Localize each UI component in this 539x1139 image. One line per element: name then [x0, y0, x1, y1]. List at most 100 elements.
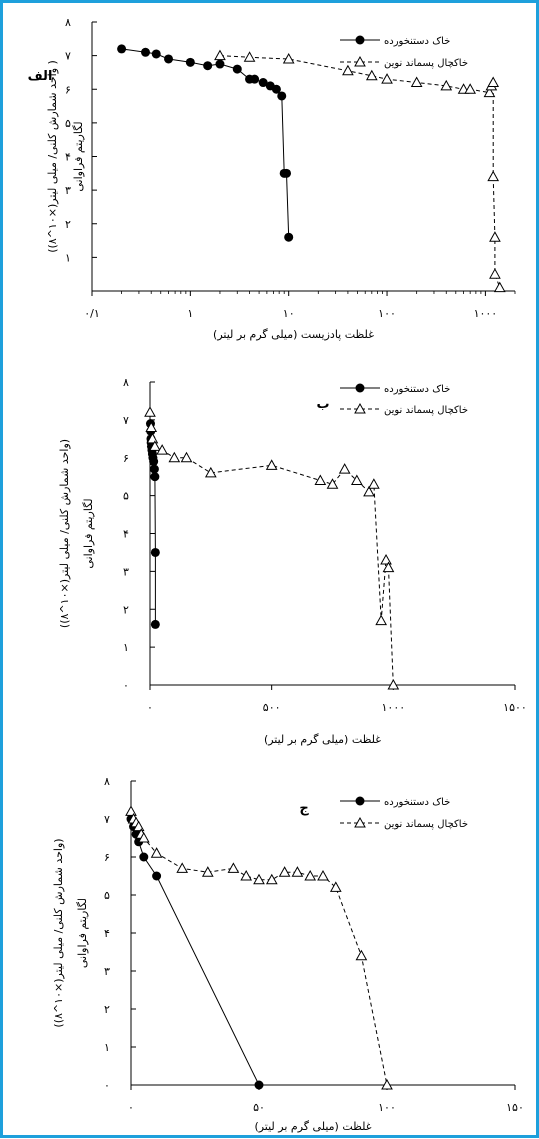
panel-2: ۰ ۱ ۲ ۳ ۴ ۵ ۶ ۷ ۸ ۰ ۵۰۰ ۱۰۰۰ ۱۵۰۰ غلظت (میلی گرم بر ل…	[58, 376, 527, 746]
data-point-circle	[271, 84, 281, 94]
panel-label: الف	[28, 69, 53, 84]
data-point-triangle	[440, 79, 453, 91]
data-point-triangle	[125, 805, 137, 816]
data-point-triangle	[137, 831, 150, 843]
data-point-triangle	[368, 478, 380, 489]
data-point-triangle	[382, 561, 395, 573]
x-tick-label: ۱۵۰۰	[503, 701, 527, 714]
data-point-circle	[150, 472, 160, 482]
data-point-triangle	[145, 421, 158, 432]
y-tick-label: ۲	[123, 603, 129, 616]
y-tick-label: ۷	[104, 813, 110, 826]
data-point-circle	[258, 78, 268, 88]
data-point-triangle	[355, 949, 368, 961]
data-point-circle	[150, 619, 160, 629]
data-point-triangle	[387, 678, 400, 690]
y-tick-label: ۸	[65, 16, 71, 29]
data-point-circle	[203, 61, 213, 71]
data-point-circle	[185, 57, 195, 67]
legend-marker-triangle	[354, 816, 366, 828]
data-point-triangle	[380, 553, 392, 565]
data-point-triangle	[149, 440, 161, 451]
panel-3: ۰ ۱ ۲ ۳ ۴ ۵ ۶ ۷ ۸ ۰ ۵۰ ۱۰۰ ۱۵۰ غلظت (میلی گرم بر لیتر…	[52, 775, 524, 1133]
series-line-2	[219, 55, 501, 288]
panel-1: ۱ ۲ ۳ ۴ ۵ ۶ ۷ ۸ ۰/۱ ۱ ۱۰ ۱۰۰ ۱۰۰۰ غلظت پادزیست (میلی …	[28, 16, 516, 341]
x-tick-label: ۰	[147, 701, 153, 714]
data-point-circle	[117, 44, 127, 54]
data-point-triangle	[338, 463, 351, 474]
legend-label-1: خاک دستنخورده	[384, 384, 450, 395]
legend-label-2: خاکچال پسماند نوین	[384, 58, 468, 69]
data-point-circle	[215, 59, 225, 69]
series-line-2	[130, 811, 388, 1086]
data-point-circle	[149, 464, 159, 474]
y-axis-label-units: (واحد شمارش کلنی/ میلی لیتر(×۱۰^۸))	[58, 439, 71, 628]
panel-label: ب	[316, 397, 329, 412]
data-point-triangle	[314, 474, 327, 485]
data-point-triangle	[342, 64, 354, 76]
y-tick-label: ۶	[104, 851, 110, 864]
x-tick-label: ۱۰۰	[378, 1101, 396, 1114]
x-tick-label: ۱۰۰	[378, 307, 396, 320]
data-point-triangle	[317, 869, 329, 881]
panel-label: ج	[299, 801, 309, 816]
y-tick-label: ۵	[65, 117, 71, 130]
data-point-triangle	[483, 86, 496, 98]
data-point-triangle	[464, 83, 477, 94]
data-point-circle	[152, 871, 162, 881]
data-point-triangle	[381, 73, 393, 84]
legend-marker-circle	[355, 35, 365, 45]
x-tick-label: ۰	[128, 1101, 134, 1114]
data-point-triangle	[201, 866, 214, 877]
data-point-triangle	[150, 847, 163, 858]
series-line-1	[130, 818, 260, 1086]
legend-marker-circle	[355, 796, 365, 806]
legend-label-2: خاکچال پسماند نوین	[384, 819, 468, 830]
y-tick-label: ۱	[104, 1041, 110, 1054]
y-tick-label: ۲	[104, 1003, 110, 1016]
data-point-triangle	[381, 1078, 393, 1090]
data-point-triangle	[487, 76, 500, 88]
y-axis-label-units: (واحد شمارش کلنی/ میلی لیتر(×۱۰^۸))	[52, 838, 65, 1027]
data-point-circle	[232, 64, 242, 74]
data-point-circle	[282, 168, 292, 178]
data-point-triangle	[326, 478, 339, 489]
legend-marker-circle	[355, 383, 365, 393]
data-point-circle	[139, 852, 149, 862]
y-axis-label-units: ( واحد شمارش کلنی/ میلی لیتر(×۱۰^۸))	[46, 60, 59, 253]
y-tick-label: ۰	[104, 1079, 110, 1092]
data-point-circle	[150, 547, 160, 557]
x-tick-label: ۱۰	[283, 307, 295, 320]
data-point-triangle	[329, 881, 342, 892]
x-axis-label: غلظت پادزیست (میلی گرم بر لیتر)	[213, 328, 374, 341]
x-tick-label: ۵۰۰	[263, 701, 281, 714]
data-point-triangle	[204, 466, 217, 478]
y-tick-label: ۸	[104, 775, 110, 788]
data-point-triangle	[243, 51, 256, 62]
y-tick-label: ۶	[65, 83, 71, 96]
data-point-triangle	[214, 49, 226, 61]
y-tick-label: ۷	[65, 50, 71, 63]
y-tick-label: ۴	[123, 528, 129, 541]
data-point-circle	[284, 232, 294, 242]
x-tick-label: ۱۰۰۰	[474, 307, 498, 320]
data-point-circle	[164, 54, 174, 64]
data-point-triangle	[410, 76, 423, 88]
data-point-triangle	[265, 873, 278, 885]
x-tick-label: ۱	[187, 307, 193, 320]
y-axis-label: لگاریتم فراوانی	[72, 121, 85, 191]
data-point-triangle	[168, 451, 181, 463]
legend-marker-triangle	[354, 55, 366, 67]
data-point-triangle	[282, 52, 295, 64]
data-point-triangle	[487, 170, 500, 182]
data-point-triangle	[253, 873, 265, 885]
y-tick-label: ۷	[123, 414, 129, 427]
legend-label-1: خاک دستنخورده	[384, 36, 450, 47]
y-axis-label: لگاریتم فراوانی	[82, 498, 95, 568]
y-tick-label: ۸	[123, 376, 129, 389]
y-tick-label: ۳	[123, 565, 129, 578]
data-point-triangle	[156, 444, 169, 455]
data-point-triangle	[365, 69, 378, 81]
data-point-circle	[254, 1080, 264, 1090]
